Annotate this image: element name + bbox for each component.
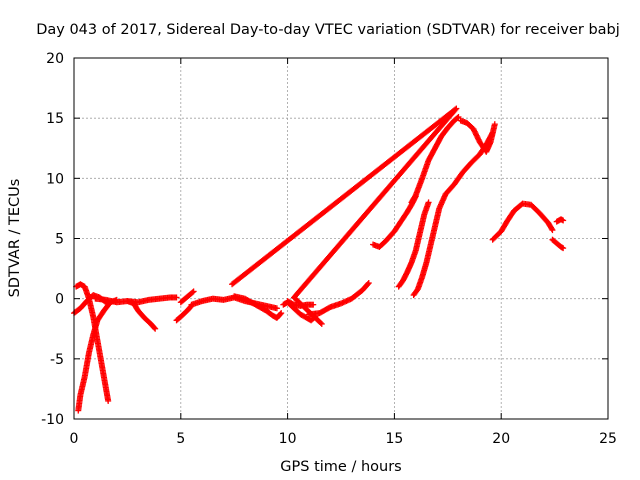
series-arc-s (549, 236, 567, 252)
x-tick-label: 25 (599, 431, 617, 447)
data-point (549, 227, 556, 234)
data-point (152, 325, 159, 332)
series-arc-n (408, 113, 462, 206)
data-series (71, 105, 567, 414)
x-tick-label: 0 (70, 431, 79, 447)
series-arc-t (553, 216, 567, 225)
data-point (318, 320, 325, 327)
series-arc-e (124, 294, 180, 306)
y-tick-label: 20 (46, 51, 64, 67)
data-point (310, 301, 317, 308)
y-tick-label: -5 (50, 352, 64, 368)
data-point (277, 311, 284, 318)
data-point (425, 199, 432, 206)
y-tick-label: -10 (41, 412, 64, 428)
series-outliers (229, 105, 460, 327)
axis-ticks: 0 5 10 15 20 25 -10 -5 0 5 10 15 20 (41, 51, 617, 447)
series-arc-o (395, 199, 432, 290)
data-point (454, 114, 461, 121)
series-arc-r (489, 200, 556, 243)
series-arc-p (410, 129, 496, 299)
grid-lines (74, 58, 608, 419)
x-tick-label: 10 (279, 431, 297, 447)
y-axis-label: SDTVAR / TECUs (7, 179, 23, 298)
data-point (317, 319, 324, 326)
data-point (189, 289, 196, 296)
x-tick-label: 20 (492, 431, 510, 447)
data-point (105, 397, 112, 404)
x-tick-label: 5 (176, 431, 185, 447)
y-tick-label: 5 (55, 232, 64, 248)
x-tick-label: 15 (385, 431, 403, 447)
y-tick-label: 10 (46, 171, 64, 187)
data-point (455, 113, 462, 120)
data-point (560, 245, 567, 252)
chart-title: Day 043 of 2017, Sidereal Day-to-day VTE… (36, 22, 620, 38)
series-arc-f (173, 302, 195, 324)
data-point (173, 294, 180, 301)
data-point (365, 280, 372, 287)
series-arc-q (457, 117, 498, 155)
series-arc-i (231, 293, 285, 321)
data-point (190, 288, 197, 295)
x-axis-label: GPS time / hours (280, 459, 401, 475)
data-point (560, 217, 567, 224)
data-point (364, 281, 371, 288)
data-point (151, 324, 158, 331)
data-point (491, 121, 498, 128)
y-tick-label: 0 (55, 292, 64, 308)
y-tick-label: 15 (46, 111, 64, 127)
data-point (273, 305, 280, 312)
data-point (278, 310, 285, 317)
data-point (548, 225, 555, 232)
series-arc-g (177, 288, 197, 306)
